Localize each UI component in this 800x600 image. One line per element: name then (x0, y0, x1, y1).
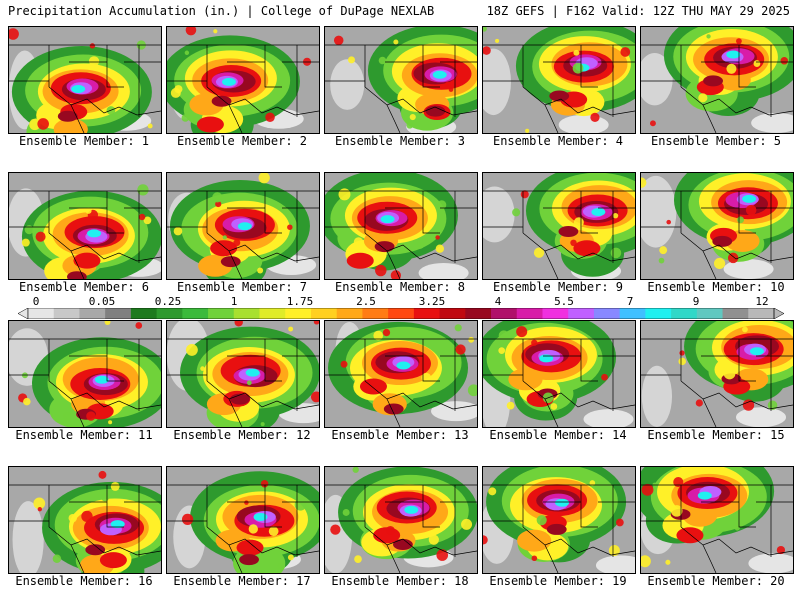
ensemble-member-13-map (324, 320, 478, 428)
colorbar-tick-label: 0 (32, 295, 40, 308)
ensemble-member-5-map (640, 26, 794, 134)
ensemble-member-label: Ensemble Member: 19 (489, 574, 627, 588)
ensemble-member-label: Ensemble Member: 7 (176, 280, 308, 294)
ensemble-member-10-map (640, 172, 794, 280)
ensemble-member-label: Ensemble Member: 1 (18, 134, 150, 148)
ensemble-member-18-map (324, 466, 478, 574)
colorbar-tick-label: 0.05 (88, 295, 116, 308)
ensemble-member-7-map (166, 172, 320, 280)
ensemble-member-label: Ensemble Member: 20 (647, 574, 785, 588)
ensemble-member-1-map (8, 26, 162, 134)
ensemble-member-label: Ensemble Member: 9 (492, 280, 624, 294)
colorbar-tick-label: 0.25 (154, 295, 182, 308)
ensemble-member-16-map (8, 466, 162, 574)
ensemble-member-15-map (640, 320, 794, 428)
ensemble-member-label: Ensemble Member: 6 (18, 280, 150, 294)
ensemble-member-label: Ensemble Member: 17 (173, 574, 311, 588)
ensemble-member-8-map (324, 172, 478, 280)
ensemble-member-label: Ensemble Member: 3 (334, 134, 466, 148)
colorbar-tick-label: 1.75 (286, 295, 314, 308)
run-valid-time: 18Z GEFS | F162 Valid: 12Z THU MAY 29 20… (486, 4, 790, 18)
ensemble-member-label: Ensemble Member: 14 (489, 428, 627, 442)
colorbar-tick-label: 1 (230, 295, 238, 308)
colorbar-tick-label: 7 (626, 295, 634, 308)
ensemble-member-label: Ensemble Member: 2 (176, 134, 308, 148)
ensemble-member-4-map (482, 26, 636, 134)
ensemble-member-label: Ensemble Member: 8 (334, 280, 466, 294)
ensemble-member-11-map (8, 320, 162, 428)
ensemble-member-17-map (166, 466, 320, 574)
ensemble-member-label: Ensemble Member: 18 (331, 574, 469, 588)
ensemble-member-label: Ensemble Member: 15 (647, 428, 785, 442)
ensemble-member-20-map (640, 466, 794, 574)
colorbar-tick-label: 12 (755, 295, 769, 308)
ensemble-member-label: Ensemble Member: 4 (492, 134, 624, 148)
ensemble-member-9-map (482, 172, 636, 280)
ensemble-member-14-map (482, 320, 636, 428)
ensemble-member-label: Ensemble Member: 10 (647, 280, 785, 294)
chart-title: Precipitation Accumulation (in.) | Colle… (8, 4, 435, 18)
colorbar-tick-label: 5.5 (554, 295, 574, 308)
ensemble-member-label: Ensemble Member: 16 (15, 574, 153, 588)
ensemble-member-6-map (8, 172, 162, 280)
ensemble-member-label: Ensemble Member: 12 (173, 428, 311, 442)
colorbar-tick-label: 9 (692, 295, 700, 308)
colorbar-tick-label: 4 (494, 295, 502, 308)
ensemble-member-3-map (324, 26, 478, 134)
ensemble-member-2-map (166, 26, 320, 134)
ensemble-member-label: Ensemble Member: 5 (650, 134, 782, 148)
ensemble-member-label: Ensemble Member: 13 (331, 428, 469, 442)
precipitation-colorbar (18, 308, 784, 319)
ensemble-member-12-map (166, 320, 320, 428)
ensemble-member-label: Ensemble Member: 11 (15, 428, 153, 442)
ensemble-member-19-map (482, 466, 636, 574)
colorbar-tick-label: 2.5 (356, 295, 376, 308)
colorbar-tick-label: 3.25 (418, 295, 446, 308)
